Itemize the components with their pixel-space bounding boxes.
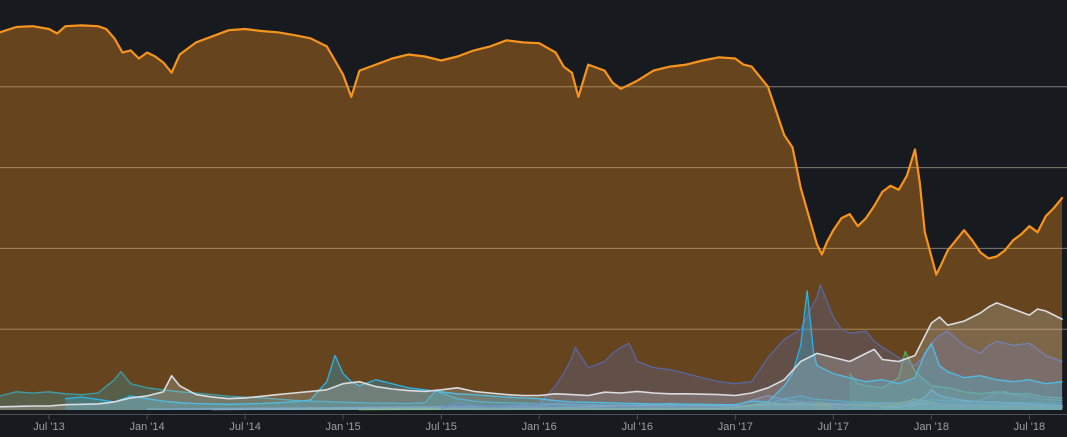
others-line [0, 302, 1063, 408]
x-axis-label: Jan '18 [914, 421, 949, 433]
ripple-line [64, 290, 1063, 406]
eos-area [833, 391, 1063, 410]
ripple-area [65, 290, 1063, 410]
x-axis-label: Jul '15 [425, 421, 456, 433]
x-axis-label: Jan '17 [718, 421, 753, 433]
others-area [0, 302, 1063, 410]
ethereum-area [441, 284, 1063, 410]
x-axis-label: Jul '16 [622, 421, 653, 433]
x-axis-label: Jul '18 [1014, 421, 1045, 433]
bitcoin-cash-area [849, 351, 1063, 410]
ethereum-line [440, 284, 1063, 410]
monero-area [212, 401, 1063, 410]
x-axis-label: Jul '13 [33, 421, 64, 433]
eos-line [832, 390, 1063, 409]
x-axis-label: Jan '16 [522, 421, 557, 433]
x-axis-label: Jul '14 [229, 421, 260, 433]
litecoin-area [0, 371, 1063, 410]
iota-line [816, 398, 1063, 409]
cardano-line [881, 389, 1063, 409]
litecoin-line [0, 370, 1063, 407]
bitcoin-line [0, 24, 1064, 276]
monero-line [211, 401, 1063, 411]
x-axis-label: Jul '17 [818, 421, 849, 433]
dash-area [147, 395, 1063, 410]
bitcoin-area [0, 25, 1063, 411]
bitcoin-cash-line [849, 350, 1063, 399]
x-axis-label: Jan '15 [326, 421, 361, 433]
x-axis-label: Jan '14 [130, 421, 165, 433]
